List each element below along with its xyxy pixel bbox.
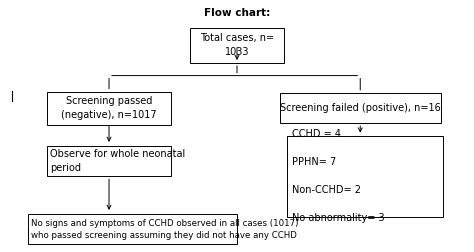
FancyBboxPatch shape: [47, 92, 171, 125]
Text: CCHD = 4

PPHN= 7

Non-CCHD= 2

No abnormality= 3: CCHD = 4 PPHN= 7 Non-CCHD= 2 No abnormal…: [292, 129, 384, 224]
Text: Total cases, n=
1033: Total cases, n= 1033: [200, 33, 274, 57]
Text: Screening failed (positive), n=16: Screening failed (positive), n=16: [280, 103, 441, 113]
FancyBboxPatch shape: [190, 28, 284, 63]
FancyBboxPatch shape: [280, 93, 441, 123]
Text: Observe for whole neonatal
period: Observe for whole neonatal period: [50, 149, 185, 173]
FancyBboxPatch shape: [287, 136, 443, 217]
Text: No signs and symptoms of CCHD observed in all cases (1017)
who passed screening : No signs and symptoms of CCHD observed i…: [31, 218, 298, 240]
FancyBboxPatch shape: [47, 146, 171, 176]
Text: Flow chart:: Flow chart:: [204, 8, 270, 18]
Text: Screening passed
(negative), n=1017: Screening passed (negative), n=1017: [61, 96, 157, 120]
FancyBboxPatch shape: [28, 214, 237, 244]
